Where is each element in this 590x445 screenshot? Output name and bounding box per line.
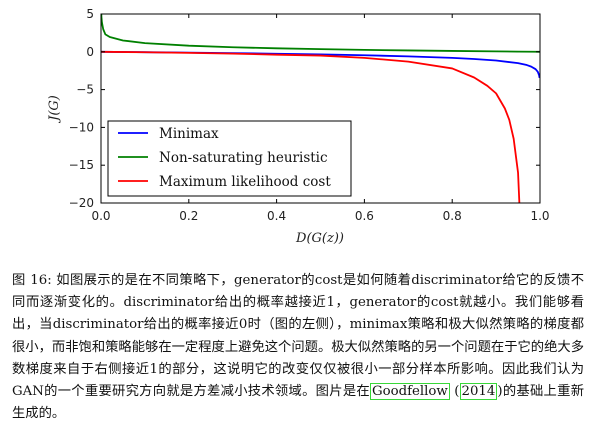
citation-link-author[interactable]: Goodfellow [369,383,450,401]
x-tick-label: 0.6 [355,209,374,223]
y-axis-label: J(G) [47,95,62,124]
y-tick-label: −5 [76,83,94,97]
series-layer [101,14,540,203]
y-tick-label: −20 [69,196,94,210]
series-line-maximum-likelihood-cost [101,50,521,203]
x-tick-label: 0.8 [443,209,462,223]
chart: 0.0 0.2 0.4 0.6 0.8 1.050−5−10−15−20 D(G(z)) … [47,7,550,246]
legend-label-non-saturating: Non-saturating heuristic [159,150,328,166]
y-tick-label: 5 [86,7,94,21]
y-tick-label: 0 [86,45,94,59]
x-tick-label: 0.2 [179,209,198,223]
x-tick-label: 0.0 [91,209,110,223]
legend-label-minimax: Minimax [159,126,219,142]
caption-text: 图 16: 如图展示的是在不同策略下，generator的cost是如何随着di… [12,273,584,400]
legend-label-max-likelihood: Maximum likelihood cost [159,174,331,190]
figure-caption: 图 16: 如图展示的是在不同策略下，generator的cost是如何随着di… [12,273,585,422]
citation-link-year[interactable]: 2014 [459,383,498,401]
x-tick-label: 1.0 [530,209,549,223]
legend: Minimax Non-saturating heuristic Maximum… [107,120,352,197]
plot-frame [100,13,541,204]
x-tick-label: 0.4 [267,209,286,223]
series-line-non-saturating-heuristic [101,14,540,53]
tick-layer: 0.0 0.2 0.4 0.6 0.8 1.0 5 0 −5 −10 −15 −20 [69,7,550,223]
y-tick-label: −10 [69,120,94,134]
x-axis-label: D(G(z)) [295,231,344,246]
legend-box [107,120,352,197]
caption-text-end: 的基础上重新生成的。 [12,384,585,422]
y-tick-label: −15 [69,158,94,172]
